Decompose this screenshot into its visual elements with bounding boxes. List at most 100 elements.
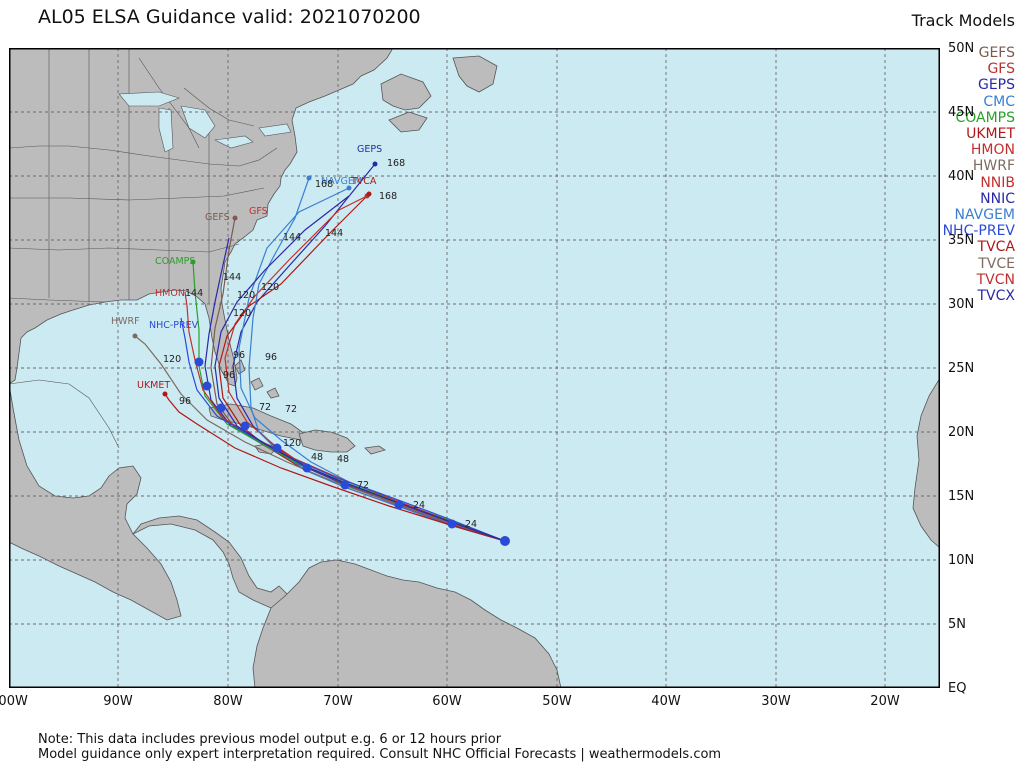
track-hwrf (134, 335, 506, 542)
label-tvca: TVCA (350, 176, 377, 187)
hour-96: 96 (179, 396, 191, 407)
maritimes-land (380, 73, 432, 111)
forecast-point (302, 463, 312, 473)
track-cmc (248, 177, 506, 542)
hour-120: 120 (163, 354, 181, 365)
hour-120: 120 (283, 438, 301, 449)
label-ukmet: UKMET (137, 380, 170, 391)
forecast-point (132, 333, 138, 339)
label-nhc: NHC-PREV (149, 320, 199, 331)
hour-120: 120 (261, 282, 279, 293)
hour-96: 96 (233, 350, 245, 361)
lon-label: 90W (103, 694, 133, 709)
legend-item-nnic: NNIC (980, 190, 1015, 207)
legend-item-tvca: TVCA (977, 239, 1015, 256)
legend-item-hmon: HMON (970, 142, 1015, 159)
legend-item-hwrf: HWRF (972, 158, 1015, 175)
forecast-point (190, 259, 196, 265)
label-coamps: COAMPS (155, 256, 195, 267)
legend-item-gfs: GFS (987, 61, 1015, 78)
legend-item-tvce: TVCE (978, 255, 1015, 272)
lat-label: 50N (948, 41, 975, 56)
puerto-rico-land (364, 445, 386, 455)
hour-144: 144 (223, 272, 241, 283)
footer-note: Note: This data includes previous model … (38, 732, 721, 762)
legend-item-nhc-prev: NHC-PREV (942, 223, 1015, 240)
lat-label: 20N (948, 425, 975, 440)
legend-item-ukmet: UKMET (966, 126, 1015, 143)
lon-label: 20W (870, 694, 900, 709)
hour-48: 48 (311, 452, 323, 463)
nova-scotia-land (388, 111, 428, 133)
track-nhc (180, 317, 506, 542)
lat-label: EQ (948, 681, 967, 696)
map-border (9, 48, 940, 688)
political-borders (9, 48, 278, 449)
hour-72: 72 (285, 404, 297, 415)
legend-item-nnib: NNIB (980, 174, 1015, 191)
hour-120: 120 (237, 290, 255, 301)
forecast-point (162, 391, 168, 397)
hour-144: 144 (283, 232, 301, 243)
hour-72: 72 (357, 480, 369, 491)
hour-144: 144 (325, 228, 343, 239)
forecast-point (447, 519, 457, 529)
lon-label: 50W (542, 694, 572, 709)
model-legend: GEFS GFS GEPS CMC COAMPS UKMET HMON HWRF NNIB NNI… (895, 45, 1015, 304)
lon-label: 60W (432, 694, 462, 709)
lon-label: 100W (0, 694, 28, 709)
track-ukmet (164, 393, 506, 542)
lon-label: 70W (323, 694, 353, 709)
forecast-point (232, 215, 238, 221)
legend-item-cmc: CMC (983, 93, 1015, 110)
lon-label: 40W (651, 694, 681, 709)
forecast-point (194, 357, 204, 367)
track-labels: GEPS NAVGEM TVCA GEFS GFS COAMPS HMON HW… (111, 144, 477, 530)
great-lakes (118, 91, 292, 153)
legend-item-tvcn: TVCN (976, 271, 1015, 288)
model-tracks (134, 163, 506, 542)
track-tvcx (214, 195, 506, 542)
label-gfs: GFS (249, 206, 268, 217)
lat-label: 45N (948, 105, 975, 120)
hour-48: 48 (337, 454, 349, 465)
africa-land (912, 377, 940, 549)
forecast-point (216, 403, 226, 413)
forecast-point (306, 175, 312, 181)
hour-96: 96 (223, 370, 235, 381)
hour-144: 144 (185, 288, 203, 299)
lon-label: 80W (213, 694, 243, 709)
hour-24: 24 (413, 500, 425, 511)
lon-label: 30W (761, 694, 791, 709)
north-america-land (9, 48, 394, 387)
footer-line-1: Note: This data includes previous model … (38, 732, 502, 747)
footer-line-2: Model guidance only expert interpretatio… (38, 747, 722, 762)
track-hmon (184, 291, 506, 542)
hour-168: 168 (387, 158, 405, 169)
label-hmon: HMON (155, 288, 185, 299)
storm-track-map: GEPS NAVGEM TVCA GEFS GFS COAMPS HMON HW… (9, 48, 940, 688)
lat-label: 40N (948, 169, 975, 184)
map-title: AL05 ELSA Guidance valid: 2021070200 (38, 6, 421, 28)
label-gefs: GEFS (205, 212, 230, 223)
hour-96: 96 (265, 352, 277, 363)
lat-label: 15N (948, 489, 975, 504)
current-position-marker (500, 536, 510, 546)
forecast-point (202, 381, 212, 391)
label-navgem: NAVGEM (321, 176, 362, 187)
forecast-point (346, 185, 352, 191)
legend-item-tvcx: TVCX (977, 288, 1016, 305)
bahamas-land (234, 359, 280, 399)
forecast-point (372, 161, 378, 167)
lat-label: 25N (948, 361, 975, 376)
track-coamps (192, 261, 506, 542)
lat-label: 30N (948, 297, 975, 312)
hour-72: 72 (259, 402, 271, 413)
legend-item-navgem: NAVGEM (954, 207, 1015, 224)
lat-label: 5N (948, 617, 966, 632)
forecast-point (394, 500, 404, 510)
legend-item-coamps: COAMPS (955, 109, 1015, 126)
hour-168: 168 (315, 179, 333, 190)
lat-lon-grid (9, 48, 940, 688)
lat-label: 35N (948, 233, 975, 248)
